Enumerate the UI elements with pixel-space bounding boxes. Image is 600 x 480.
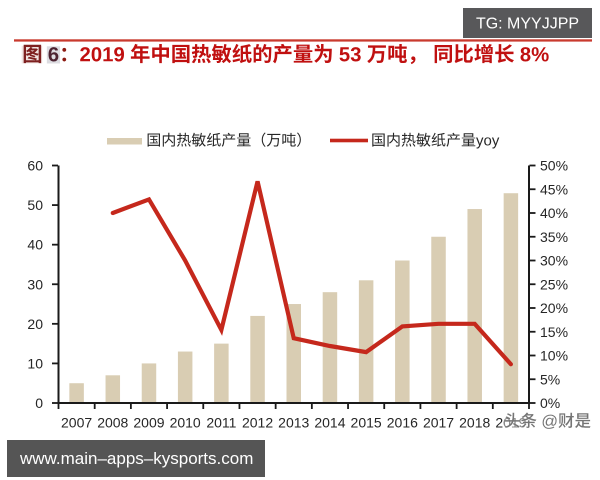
svg-text:10%: 10% <box>540 348 568 364</box>
svg-text:2009: 2009 <box>133 415 164 431</box>
svg-text:30: 30 <box>27 276 43 292</box>
svg-text:10: 10 <box>27 355 43 371</box>
svg-text:www.main–apps–kysports.com: www.main–apps–kysports.com <box>19 449 253 468</box>
svg-text:2017: 2017 <box>423 415 454 431</box>
svg-text:5%: 5% <box>540 371 560 387</box>
svg-text:TG: MYYJJPP: TG: MYYJJPP <box>476 16 579 33</box>
svg-text:2016: 2016 <box>387 415 418 431</box>
svg-text:0: 0 <box>35 395 43 411</box>
svg-text:45%: 45% <box>540 181 568 197</box>
svg-text:50%: 50% <box>540 158 568 174</box>
svg-text:20%: 20% <box>540 300 568 316</box>
svg-text:2018: 2018 <box>459 415 490 431</box>
svg-text:2008: 2008 <box>97 415 128 431</box>
svg-text:15%: 15% <box>540 324 568 340</box>
svg-text:25%: 25% <box>540 276 568 292</box>
svg-text:20: 20 <box>27 316 43 332</box>
svg-text:35%: 35% <box>540 229 568 245</box>
svg-text:0%: 0% <box>540 395 560 411</box>
svg-text:50: 50 <box>27 197 43 213</box>
svg-text:2014: 2014 <box>314 415 345 431</box>
svg-text:2010: 2010 <box>170 415 201 431</box>
svg-text:2013: 2013 <box>278 415 309 431</box>
svg-text:60: 60 <box>27 158 43 174</box>
svg-text:2015: 2015 <box>351 415 382 431</box>
svg-text:30%: 30% <box>540 253 568 269</box>
svg-text:2007: 2007 <box>61 415 92 431</box>
svg-text:40%: 40% <box>540 205 568 221</box>
svg-text:2012: 2012 <box>242 415 273 431</box>
svg-text:2011: 2011 <box>206 415 236 431</box>
svg-text:40: 40 <box>27 237 43 253</box>
